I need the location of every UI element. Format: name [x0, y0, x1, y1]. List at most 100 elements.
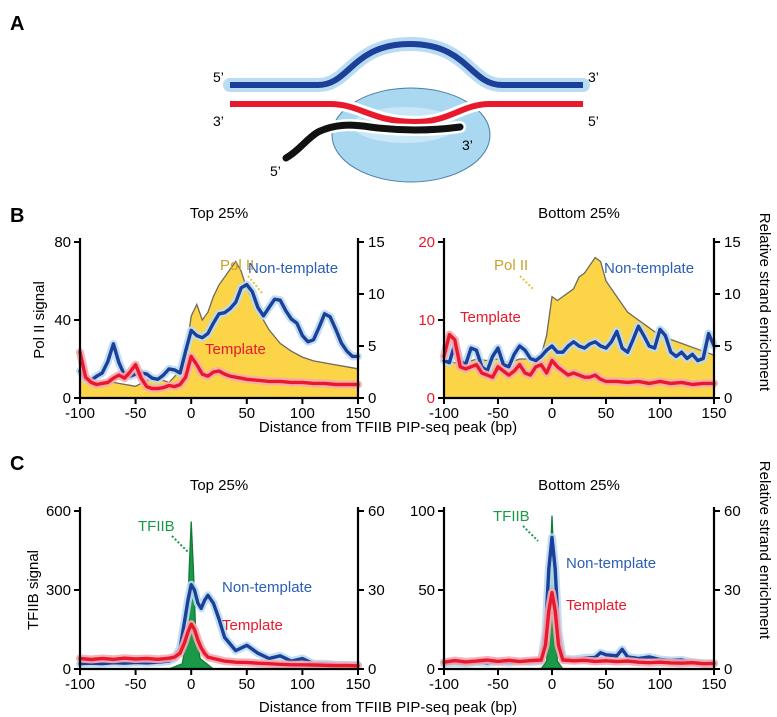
left-tick-label: 10 — [418, 312, 435, 329]
chart-title: Top 25% — [190, 205, 248, 222]
right-tick-label: 15 — [724, 234, 741, 251]
x-tick-label: -50 — [125, 405, 147, 422]
x-tick-label: 50 — [238, 676, 255, 693]
right-tick-label: 15 — [368, 234, 385, 251]
x-tick-label: 150 — [701, 676, 726, 693]
x-tick-label: 50 — [598, 405, 615, 422]
left-tick-label: 100 — [410, 503, 435, 520]
annotation-tfiib: TFIIB — [493, 508, 530, 525]
annotation-pol2: Pol II — [494, 257, 528, 274]
right-tick-label: 10 — [724, 286, 741, 303]
x-tick-label: 50 — [238, 405, 255, 422]
left-tick-label: 600 — [46, 503, 71, 520]
right-tick-label: 0 — [724, 661, 732, 678]
series-outline-pol-ii — [79, 260, 359, 387]
non-template-halo — [223, 36, 590, 92]
x-tick-label: -50 — [487, 405, 509, 422]
left-tick-label: 20 — [418, 234, 435, 251]
rna-transcript — [282, 121, 464, 162]
series-line-template — [78, 622, 360, 668]
series-area-pol-ii — [80, 261, 358, 398]
annotation-leader-pol2 — [519, 275, 535, 291]
left-tick-label: 0 — [427, 661, 435, 678]
left-tick-label: 0 — [63, 661, 71, 678]
panel-letter-b: B — [10, 205, 24, 227]
series-outline-tfiib — [80, 521, 358, 670]
series-line-template — [442, 332, 716, 387]
label-bottom-right: 5’ — [588, 113, 599, 129]
annotation-non-template: Non-template — [222, 579, 312, 596]
right-tick-label: 0 — [724, 390, 732, 407]
x-tick-label: 100 — [647, 405, 672, 422]
left-tick-label: 80 — [54, 234, 71, 251]
x-tick-label: -100 — [429, 405, 459, 422]
annotation-non-template: Non-template — [566, 555, 656, 572]
right-tick-label: 5 — [368, 338, 376, 355]
y-axis-label: Pol II signal — [31, 281, 48, 359]
series-area-tfiib — [444, 515, 714, 669]
series-line-template — [442, 590, 716, 666]
x-tick-label: 0 — [548, 676, 556, 693]
chart-title: Bottom 25% — [538, 205, 620, 222]
xlabel-c: Distance from TFIIB PIP-seq peak (bp) — [259, 699, 517, 716]
annotation-tfiib: TFIIB — [138, 518, 175, 535]
transcription-bubble-schematic: 5’ 3’ 3’ 5’ 5’ 3’ — [213, 36, 599, 183]
x-tick-label: 0 — [187, 405, 195, 422]
non-template-strand — [230, 40, 583, 88]
annotation-template: Template — [222, 617, 283, 634]
series-halo-non-template — [76, 580, 362, 669]
label-rna-5: 5’ — [270, 163, 281, 179]
annotation-template: Template — [460, 309, 521, 326]
right-tick-label: 0 — [368, 661, 376, 678]
right-tick-label: 0 — [368, 390, 376, 407]
series-line-non-template — [442, 324, 716, 373]
left-tick-label: 50 — [418, 582, 435, 599]
x-tick-label: 150 — [345, 405, 370, 422]
label-top-left: 5’ — [213, 69, 224, 85]
x-tick-label: 100 — [290, 405, 315, 422]
label-bottom-left: 3’ — [213, 113, 224, 129]
x-tick-label: 100 — [647, 676, 672, 693]
x-tick-label: -100 — [429, 676, 459, 693]
chart-title: Bottom 25% — [538, 477, 620, 494]
chart-c-bottom-25: Bottom 25% 0 50 100 0 30 60 -100 -50 0 50 100 150 TFI… — [410, 477, 741, 693]
x-tick-label: 50 — [598, 676, 615, 693]
x-tick-label: 0 — [187, 676, 195, 693]
annotation-leader-tfiib — [171, 535, 189, 553]
x-tick-label: 100 — [290, 676, 315, 693]
right-axis-label-c: Relative strand enrichment — [756, 461, 773, 640]
annotation-template: Template — [566, 597, 627, 614]
right-tick-label: 5 — [724, 338, 732, 355]
right-tick-label: 60 — [724, 503, 741, 520]
chart-b-bottom-25: Bottom 25% 0 10 20 0 5 10 15 -100 -50 0 50 100 150 Pol… — [418, 205, 740, 422]
left-tick-label: 300 — [46, 582, 71, 599]
x-tick-label: 150 — [345, 676, 370, 693]
panel-letter-c: C — [10, 453, 24, 475]
right-tick-label: 30 — [368, 582, 385, 599]
right-axis-label-b: Relative strand enrichment — [756, 213, 773, 392]
series-outline-tfiib — [444, 515, 714, 670]
left-tick-label: 0 — [63, 390, 71, 407]
x-tick-label: -100 — [65, 405, 95, 422]
label-rna-3: 3’ — [462, 137, 473, 153]
left-tick-label: 40 — [54, 312, 71, 329]
right-tick-label: 60 — [368, 503, 385, 520]
xlabel-b: Distance from TFIIB PIP-seq peak (bp) — [259, 419, 517, 436]
x-tick-label: -50 — [487, 676, 509, 693]
template-strand — [230, 101, 583, 126]
label-top-right: 3’ — [588, 69, 599, 85]
x-tick-label: -50 — [125, 676, 147, 693]
annotation-leader-tfiib — [522, 525, 539, 542]
panel-letter-a: A — [10, 13, 24, 35]
right-tick-label: 30 — [724, 582, 741, 599]
chart-title: Top 25% — [190, 477, 248, 494]
x-tick-label: 0 — [548, 405, 556, 422]
chart-c-top-25: Top 25% TFIIB signal 0 300 600 0 30 60 -100 -50 0 5… — [25, 477, 385, 693]
x-tick-label: 150 — [701, 405, 726, 422]
left-tick-label: 0 — [427, 390, 435, 407]
y-axis-label: TFIIB signal — [25, 550, 42, 630]
annotation-non-template: Non-template — [604, 260, 694, 277]
chart-b-top-25: Top 25% Pol II signal 0 40 80 0 5 10 15 -100 -50 0 5… — [31, 205, 385, 422]
right-tick-label: 10 — [368, 286, 385, 303]
